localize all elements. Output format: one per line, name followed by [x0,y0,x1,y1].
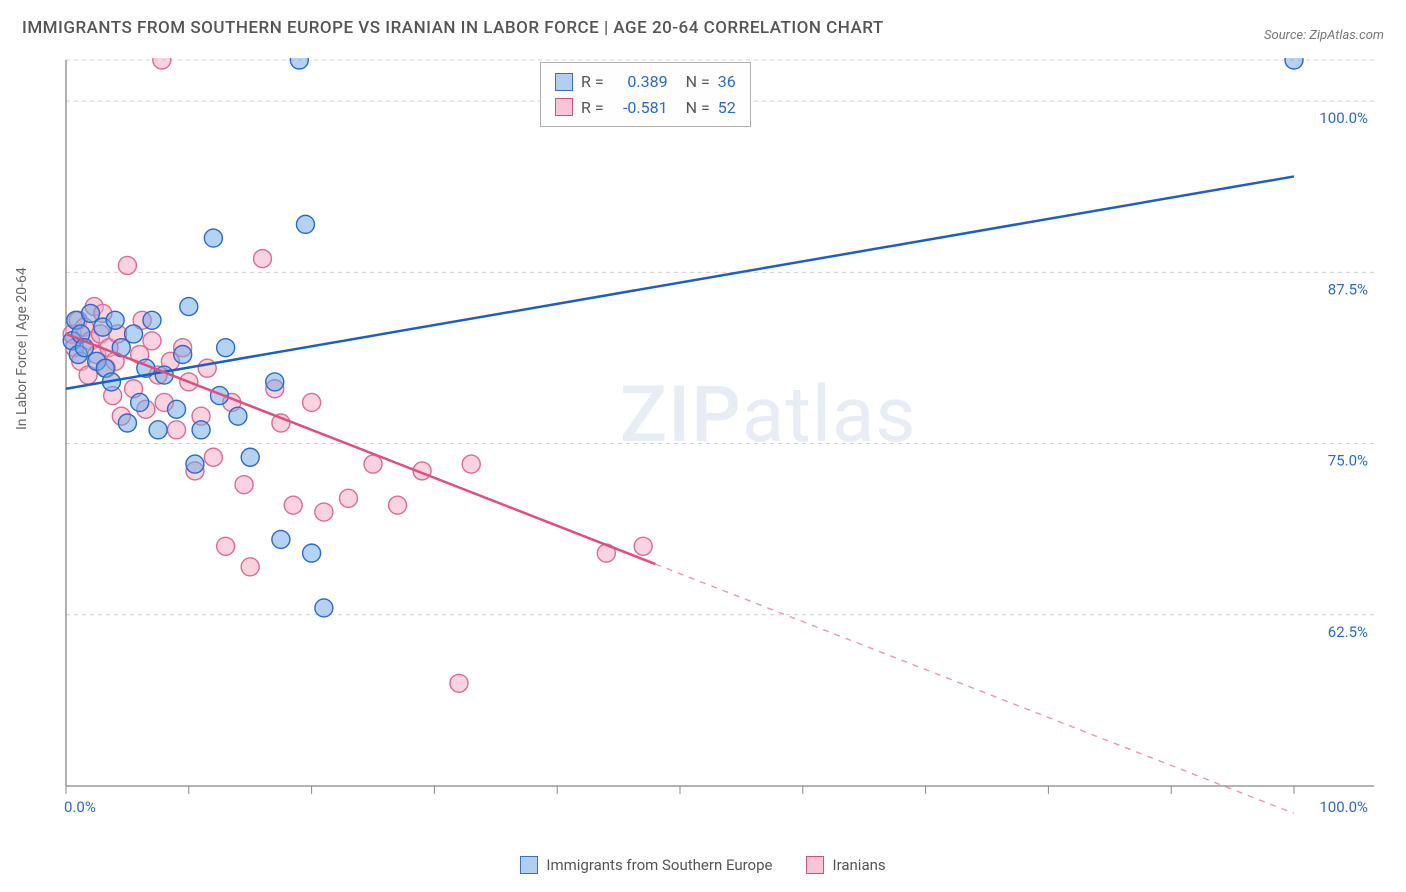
svg-text:100.0%: 100.0% [1319,109,1368,127]
legend-label: Iranians [832,856,885,874]
svg-text:100.0%: 100.0% [1319,798,1368,816]
chart-title: IMMIGRANTS FROM SOUTHERN EUROPE VS IRANI… [22,18,884,38]
legend-swatch-blue [555,73,573,91]
n-value: 52 [718,95,736,121]
correlation-legend: R = 0.389 N = 36 R = -0.581 N = 52 [540,62,751,127]
series-legend: Immigrants from Southern Europe Iranians [0,856,1406,874]
svg-text:62.5%: 62.5% [1328,623,1368,641]
r-label: R = [581,69,604,95]
n-label: N = [686,95,710,121]
svg-text:75.0%: 75.0% [1328,452,1368,470]
legend-row-pink: R = -0.581 N = 52 [555,95,736,121]
chart-area: 62.5% 75.0% 87.5% 100.0% 0.0% 100.0% [60,58,1374,818]
r-label: R = [581,95,604,121]
source-attribution: Source: ZipAtlas.com [1264,28,1384,43]
svg-text:87.5%: 87.5% [1328,280,1368,298]
legend-entry-blue: Immigrants from Southern Europe [520,856,772,874]
n-label: N = [686,69,710,95]
svg-text:0.0%: 0.0% [64,798,96,816]
legend-swatch-blue [520,856,538,874]
legend-row-blue: R = 0.389 N = 36 [555,69,736,95]
y-axis-label: In Labor Force | Age 20-64 [14,267,30,430]
legend-label: Immigrants from Southern Europe [546,856,772,874]
scatter-chart: 62.5% 75.0% 87.5% 100.0% 0.0% 100.0% [60,58,1374,818]
n-value: 36 [718,69,736,95]
legend-swatch-pink [806,856,824,874]
r-value: 0.389 [612,69,668,95]
legend-entry-pink: Iranians [806,856,885,874]
r-value: -0.581 [612,95,668,121]
legend-swatch-pink [555,98,573,116]
